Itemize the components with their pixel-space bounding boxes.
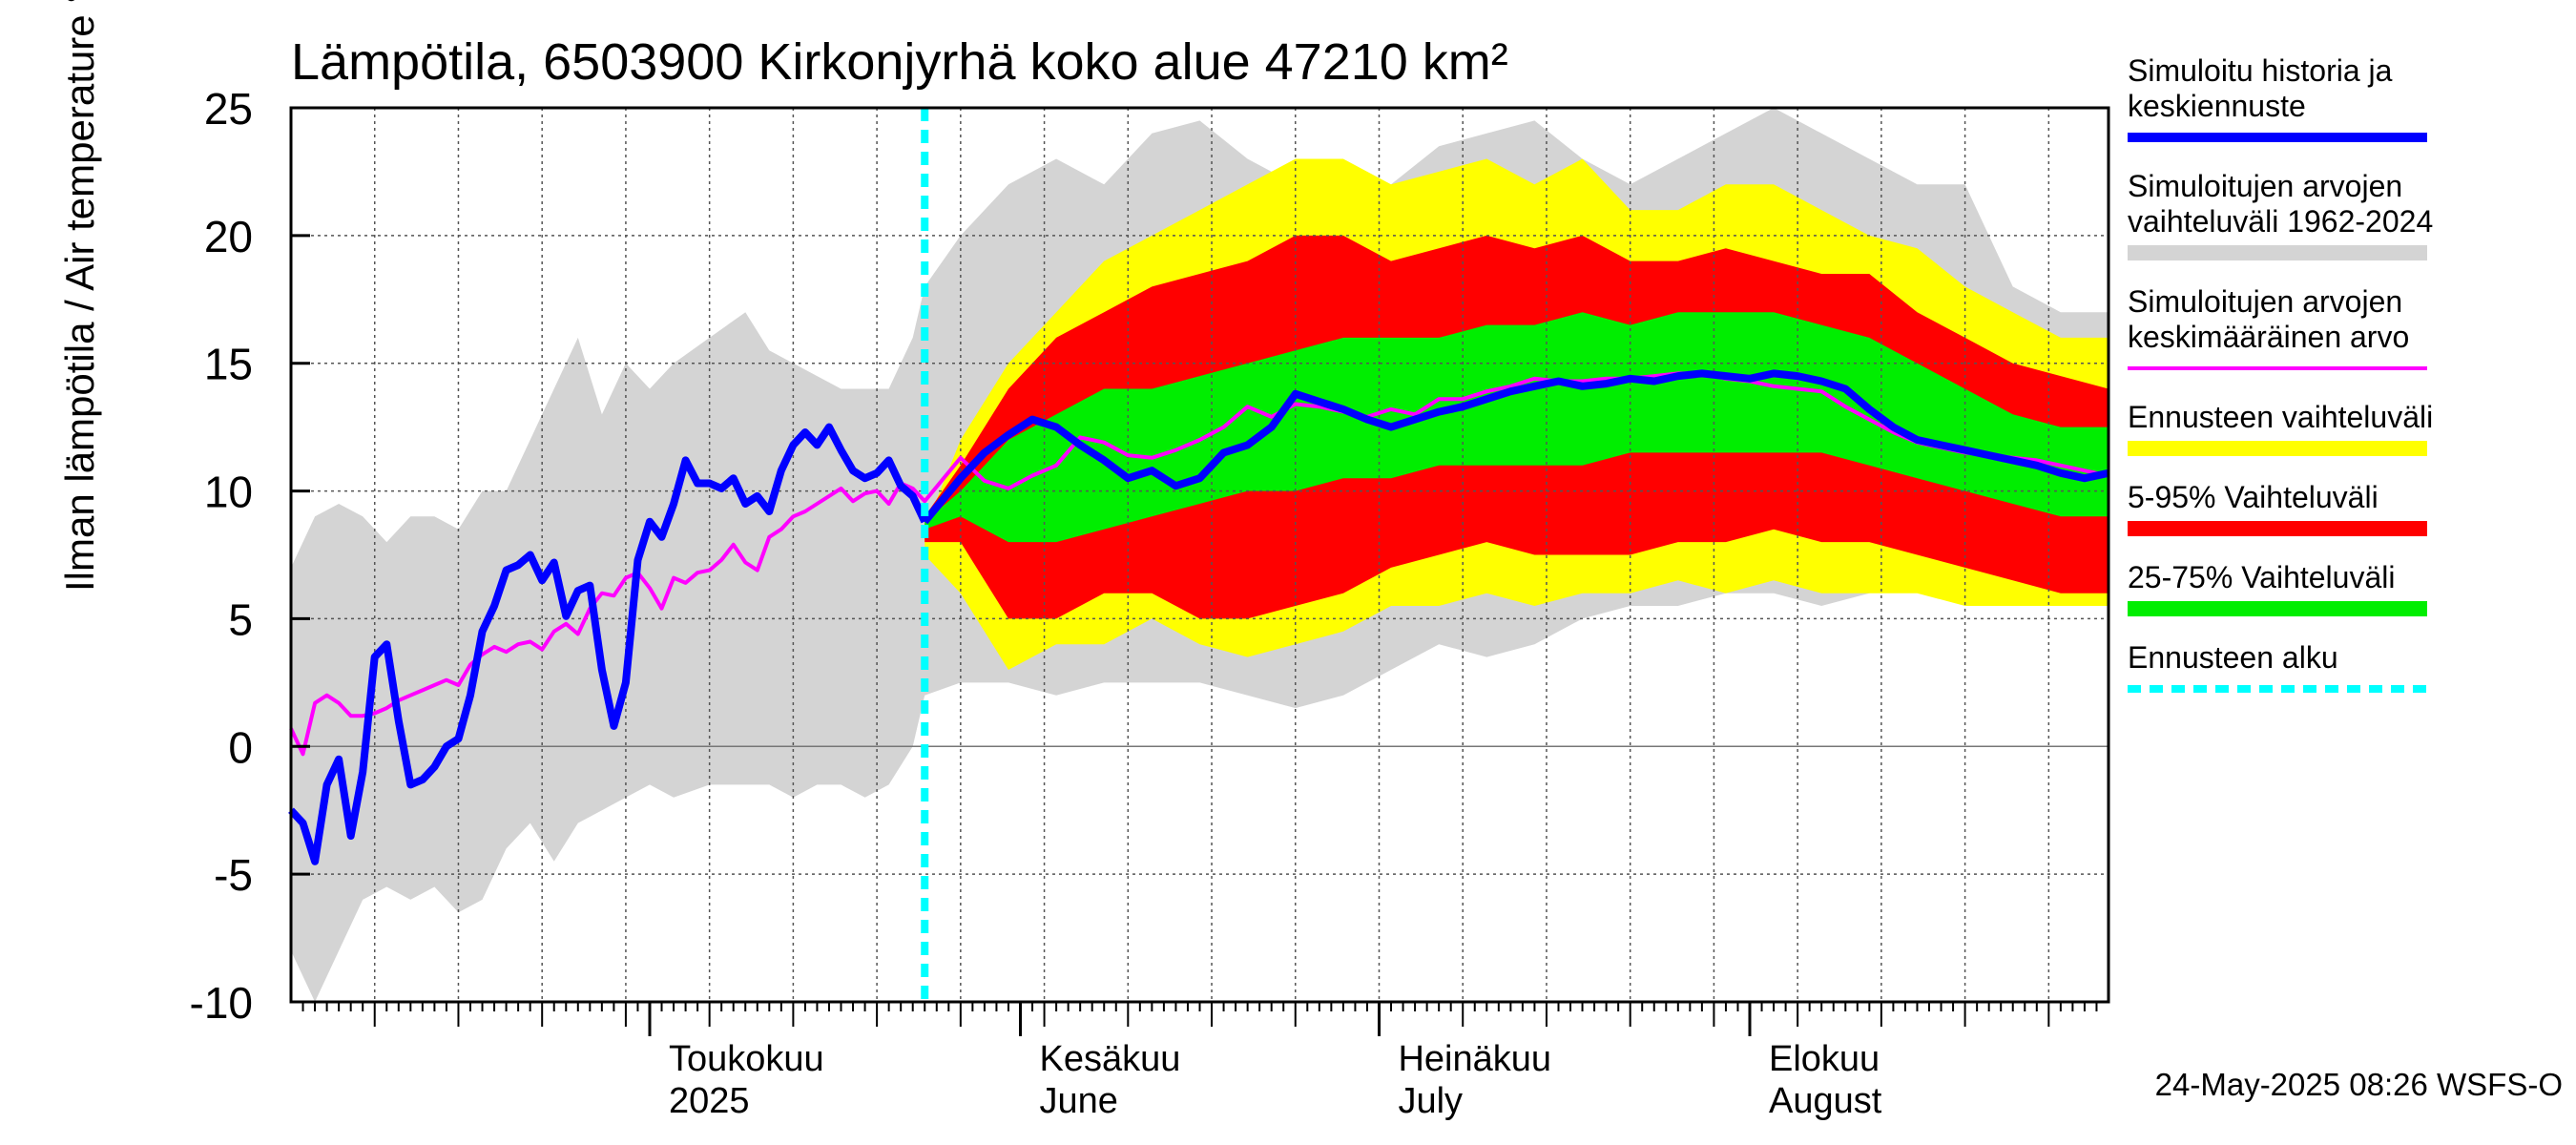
y-tick-label: 10 (204, 468, 253, 517)
legend-label: vaihteluväli 1962-2024 (2128, 204, 2433, 239)
legend-label: Simuloitu historia ja (2128, 53, 2393, 88)
x-month-label: Heinäkuu (1398, 1039, 1551, 1079)
y-tick-label: 15 (204, 340, 253, 389)
x-month-label-secondary: August (1769, 1081, 1882, 1121)
y-tick-label: 0 (228, 722, 253, 772)
range-bands (291, 108, 2109, 1002)
legend-label: Ennusteen vaihteluväli (2128, 400, 2433, 434)
legend-swatch (2128, 245, 2427, 260)
y-axis-label: Ilman lämpötila / Air temperature °C (57, 0, 102, 592)
chart-title: Lämpötila, 6503900 Kirkonjyrhä koko alue… (291, 33, 1508, 91)
y-tick-label: 25 (204, 84, 253, 134)
axes: -10-50510152025Toukokuu2025KesäkuuJuneHe… (190, 84, 2110, 1121)
footer-timestamp: 24-May-2025 08:26 WSFS-O (2155, 1067, 2563, 1102)
y-tick-label: -5 (214, 850, 253, 900)
band-25-75 (924, 312, 2109, 543)
x-month-label: Elokuu (1769, 1039, 1880, 1079)
legend-label: 25-75% Vaihteluväli (2128, 560, 2395, 594)
x-month-label: Toukokuu (669, 1039, 824, 1079)
legend-label: Ennusteen alku (2128, 640, 2338, 675)
legend-swatch (2128, 601, 2427, 616)
y-tick-label: -10 (190, 978, 253, 1028)
legend-label: 5-95% Vaihteluväli (2128, 480, 2379, 514)
series-median-forecast-line (922, 369, 2109, 525)
legend-label: keskiennuste (2128, 89, 2306, 123)
legend-swatch (2128, 521, 2427, 536)
x-month-label-secondary: 2025 (669, 1081, 750, 1121)
series-lines (288, 108, 2109, 1002)
legend-label: Simuloitujen arvojen (2128, 284, 2402, 319)
legend-label: keskimääräinen arvo (2128, 320, 2409, 354)
y-tick-label: 5 (228, 594, 253, 644)
legend-label: Simuloitujen arvojen (2128, 169, 2402, 203)
series-history-line (288, 423, 928, 865)
y-tick-label: 20 (204, 212, 253, 261)
x-month-label: Kesäkuu (1040, 1039, 1181, 1079)
x-month-label-secondary: July (1398, 1081, 1463, 1121)
legend-swatch (2128, 441, 2427, 456)
x-month-label-secondary: June (1040, 1081, 1118, 1121)
